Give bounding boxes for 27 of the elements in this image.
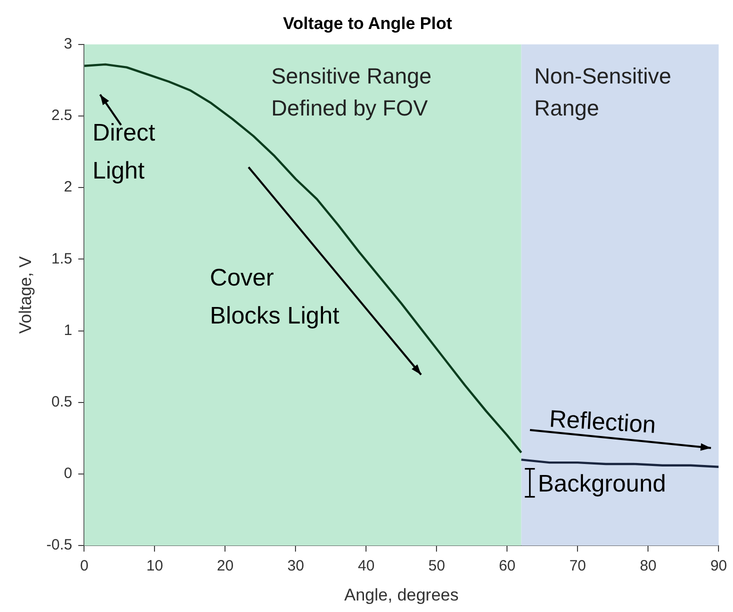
x-tick-label: 70 [569, 558, 586, 575]
y-tick-label: 1 [64, 322, 72, 339]
x-axis-title: Angle, degrees [344, 585, 459, 604]
band-label: Non-Sensitive Range [534, 63, 672, 120]
y-tick-label: 0.5 [51, 394, 72, 411]
x-tick-label: 20 [216, 558, 234, 575]
x-tick-label: 10 [146, 558, 164, 575]
annotation: Cover Blocks Light [210, 264, 340, 330]
y-tick-label: 1.5 [51, 250, 72, 268]
y-tick-label: -0.5 [46, 536, 72, 554]
x-tick-label: 60 [498, 558, 516, 575]
x-tick-label: 0 [80, 558, 88, 575]
y-tick-label: 2.5 [51, 107, 72, 124]
chart-title: Voltage to Angle Plot [282, 14, 452, 33]
annotation: Background [538, 470, 666, 498]
x-tick-label: 40 [358, 558, 375, 575]
y-tick-label: 0 [64, 465, 72, 482]
x-tick-label: 90 [710, 558, 727, 575]
y-tick-label: 3 [64, 36, 72, 53]
x-tick-label: 30 [287, 558, 304, 575]
annotation: Direct Light [92, 120, 156, 185]
y-tick-label: 2 [64, 178, 72, 196]
annotation: Reflection [548, 406, 657, 439]
band-label: Sensitive Range Defined by FOV [271, 63, 432, 120]
x-tick-label: 80 [640, 558, 657, 575]
y-axis-title: Voltage, V [16, 256, 35, 334]
x-tick-label: 50 [428, 558, 446, 575]
